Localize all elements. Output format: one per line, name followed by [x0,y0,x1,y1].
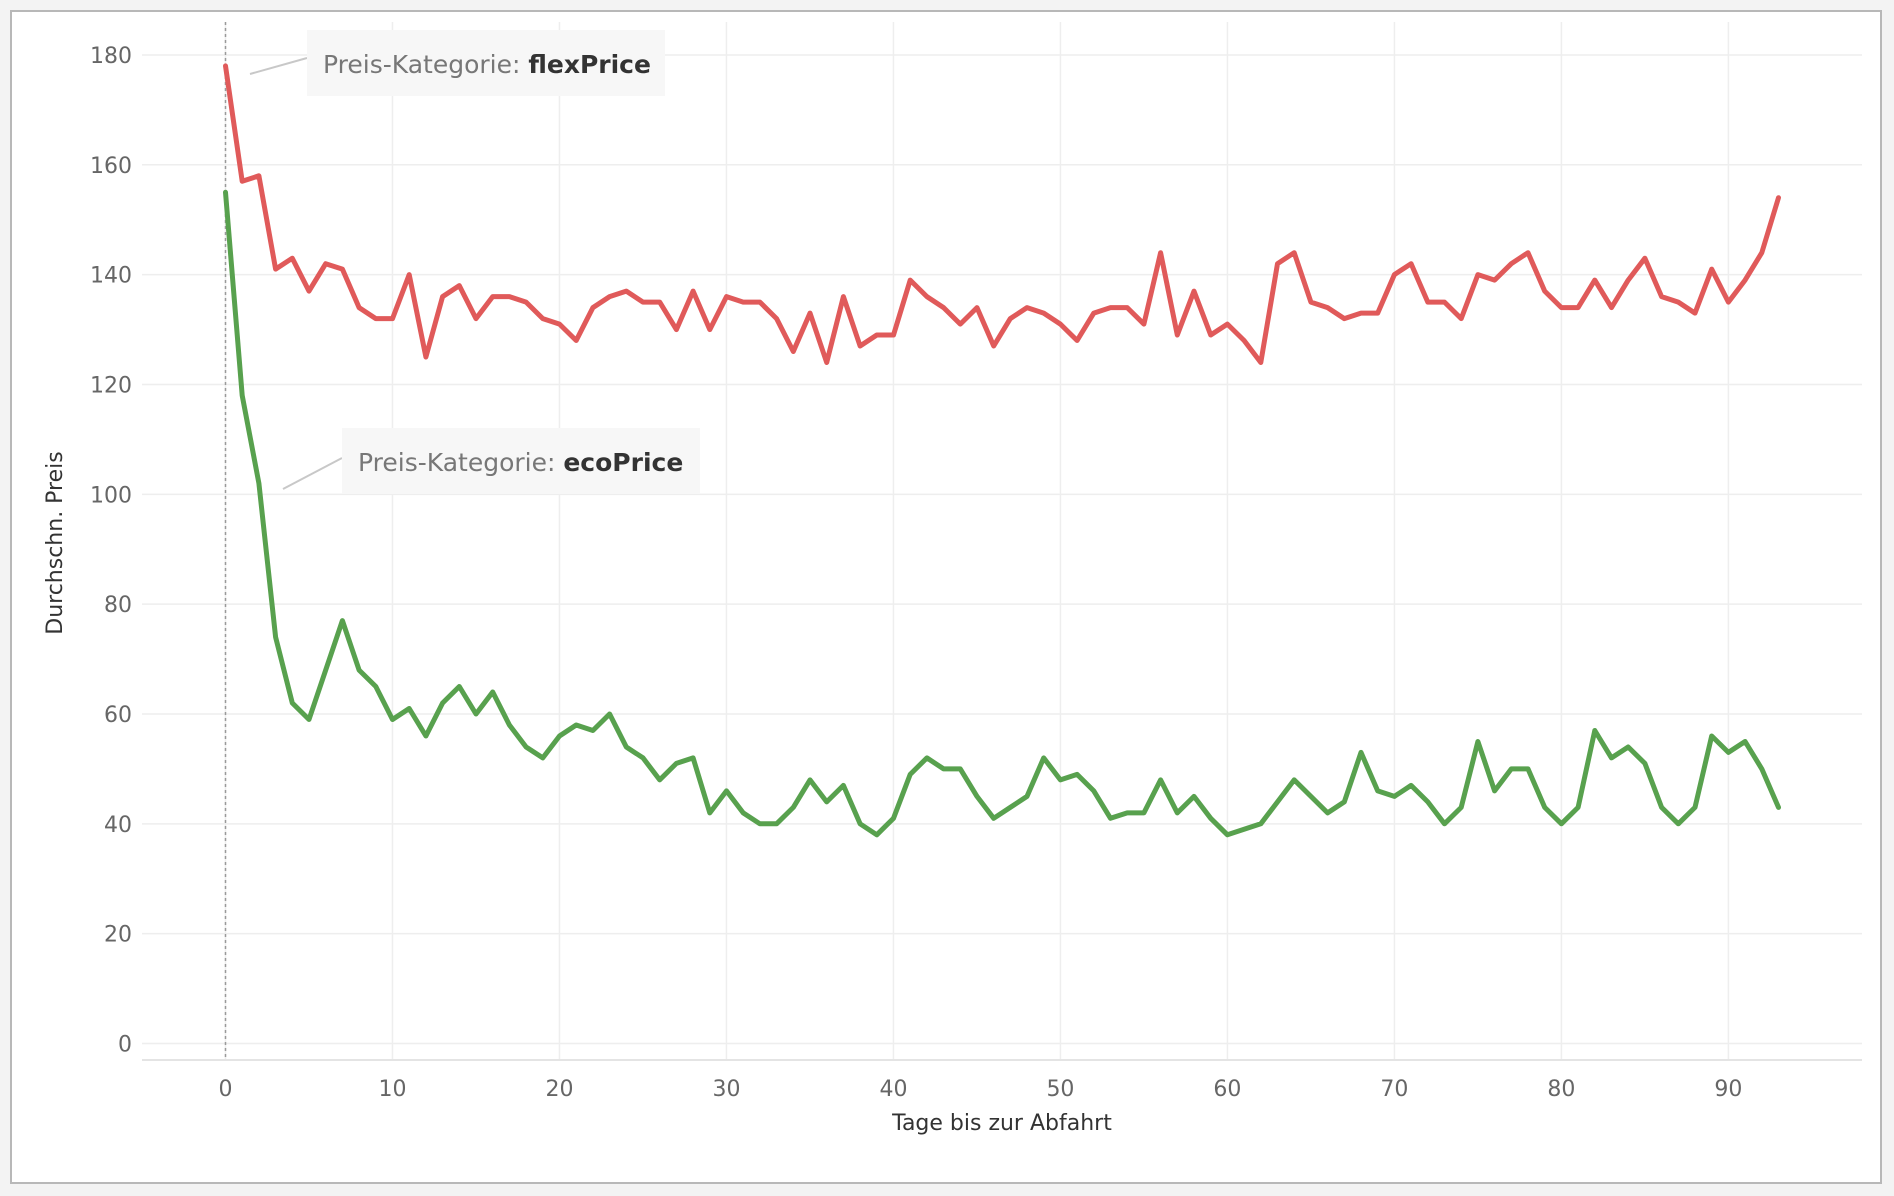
x-tick-labels: 0 10 20 30 40 50 60 70 80 90 [218,1077,1742,1102]
y-tick-label: 60 [104,703,132,728]
callout-box [342,428,700,494]
x-tick-label: 80 [1547,1077,1575,1102]
x-tick-label: 90 [1714,1077,1742,1102]
y-tick-label: 20 [104,923,132,948]
x-tick-label: 20 [545,1077,573,1102]
series-line-ecoPrice [223,189,1781,838]
callout-leader [282,457,343,490]
x-tick-label: 70 [1380,1077,1408,1102]
callout-box [307,30,665,96]
callout-leader [249,57,308,75]
x-tick-label: 0 [218,1077,232,1102]
y-tick-label: 180 [90,44,132,69]
y-tick-label: 100 [90,483,132,508]
x-tick-label: 10 [378,1077,406,1102]
chart-frame: 0 20 40 60 80 100 120 140 160 180 0 10 20 30 40 50 60 70… [10,10,1882,1184]
y-gridlines [142,54,1862,1045]
x-tick-label: 50 [1046,1077,1074,1102]
y-tick-label: 120 [90,373,132,398]
y-tick-label: 80 [104,593,132,618]
callout-category-label: Preis-Kategorie: [323,50,528,79]
y-tick-label: 0 [118,1033,132,1058]
x-axis-title: Tage bis zur Abfahrt [891,1111,1112,1136]
x-gridlines [224,22,1730,1060]
y-tick-label: 40 [104,813,132,838]
y-tick-labels: 0 20 40 60 80 100 120 140 160 180 [90,44,132,1058]
callout-series-name: flexPrice [528,50,651,79]
y-tick-label: 140 [90,264,132,289]
series-layer [223,63,1781,838]
x-tick-label: 40 [879,1077,907,1102]
callout-category-label: Preis-Kategorie: [358,448,563,477]
callout-ecoPrice: Preis-Kategorie: ecoPrice [282,428,700,494]
y-tick-label: 160 [90,154,132,179]
series-line-flexPrice [223,63,1781,365]
line-chart: 0 20 40 60 80 100 120 140 160 180 0 10 20 30 40 50 60 70… [43,22,1862,1136]
x-tick-label: 60 [1213,1077,1241,1102]
callout-flexPrice: Preis-Kategorie: flexPrice [249,30,665,96]
callouts: Preis-Kategorie: flexPricePreis-Kategori… [249,30,700,494]
x-tick-label: 30 [712,1077,740,1102]
callout-series-name: ecoPrice [563,448,683,477]
y-axis-title: Durchschn. Preis [43,451,68,634]
callout-label: Preis-Kategorie: ecoPrice [358,448,683,477]
callout-label: Preis-Kategorie: flexPrice [323,50,651,79]
